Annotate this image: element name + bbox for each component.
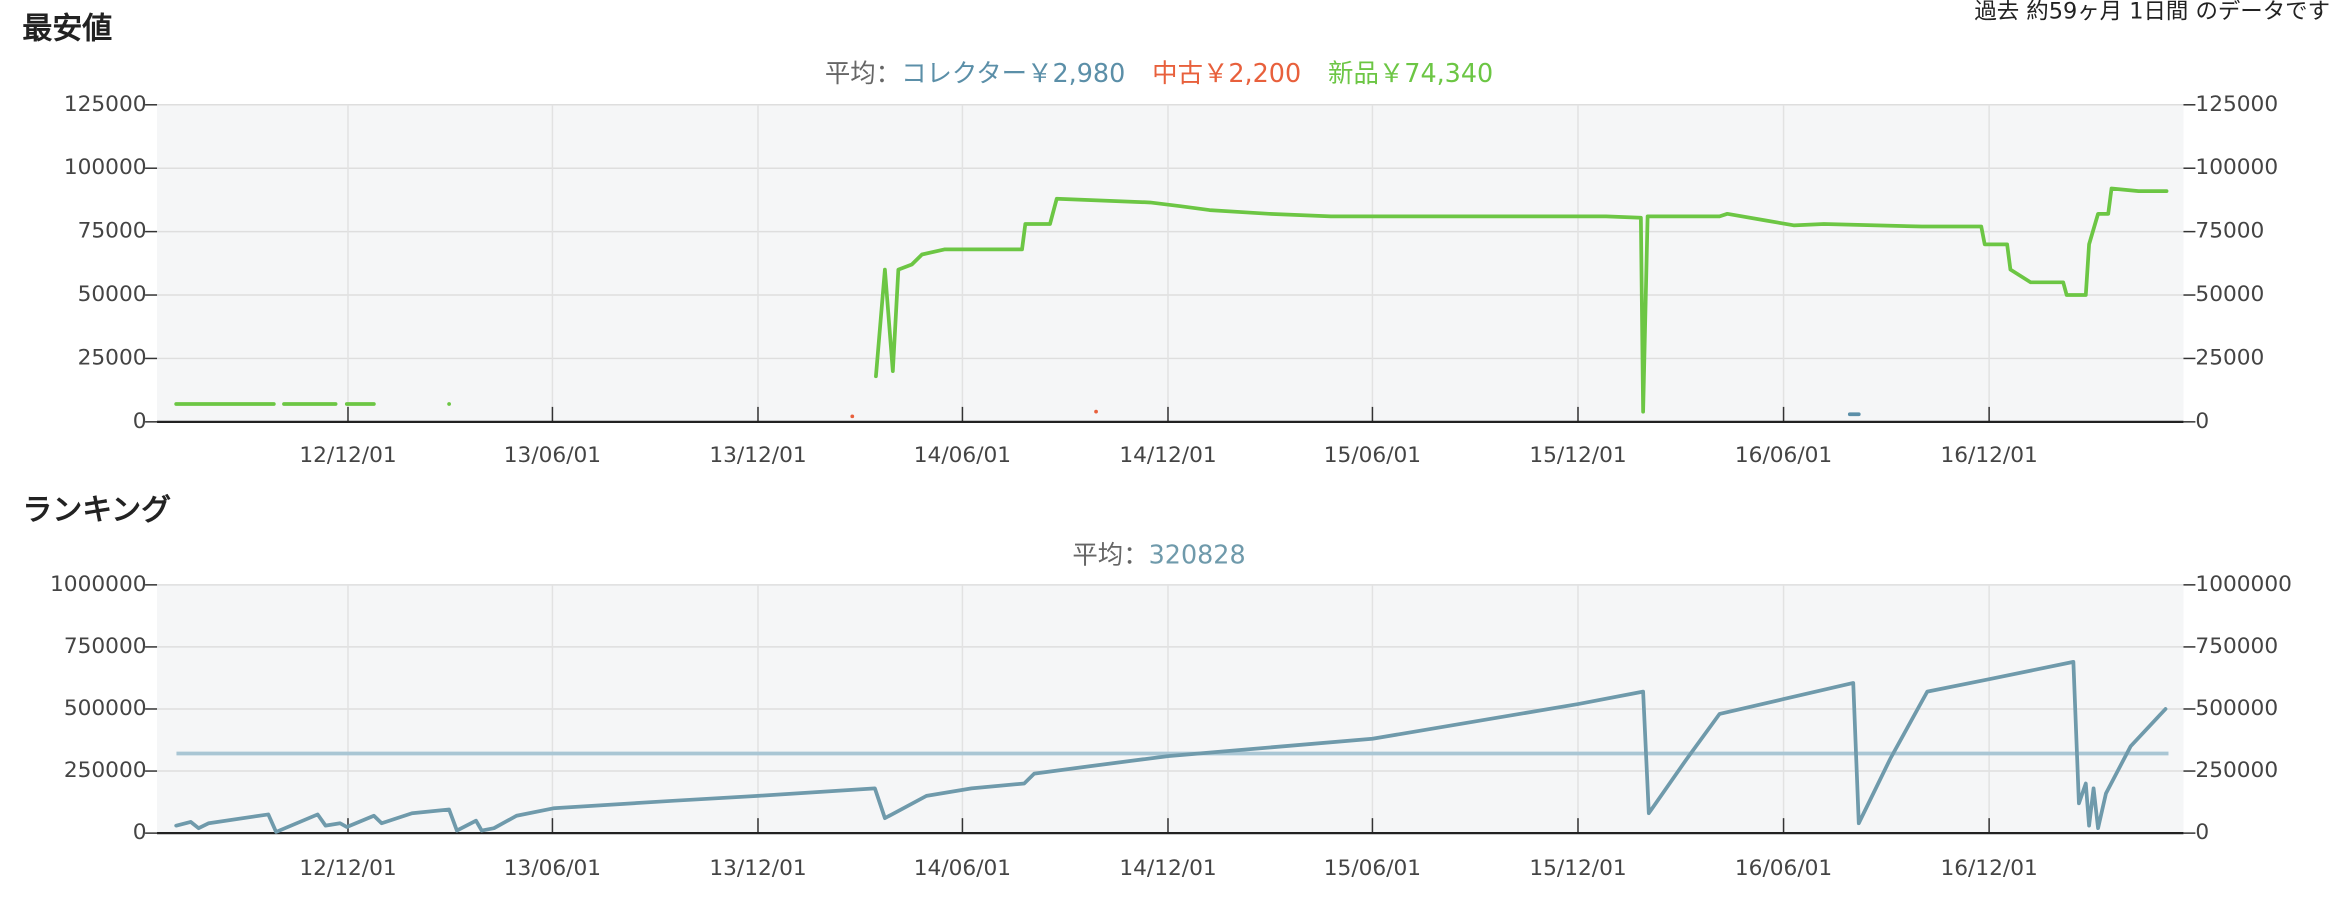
average-prefix: 平均：: [1072, 539, 1148, 569]
y2-tick-label: 75000: [2195, 219, 2264, 244]
series-line: [174, 186, 2169, 414]
x-tick-label: 14/06/01: [914, 856, 1011, 881]
x-tick-label: 16/06/01: [1735, 856, 1832, 881]
x-tick-label: 12/12/01: [299, 856, 396, 881]
y2-tick-label: 100000: [2195, 155, 2278, 180]
y-tick-label: 50000: [78, 282, 147, 307]
y2-tick-label: 1000000: [2195, 572, 2292, 597]
y2-tick-label: 750000: [2195, 634, 2278, 659]
x-tick-label: 14/12/01: [1119, 443, 1216, 468]
y-tick-label: 25000: [78, 345, 147, 370]
period-note: 過去 約59ヶ月 1日間 のデータです: [1974, 0, 2330, 25]
y-tick-label: 250000: [64, 758, 147, 783]
y2-tick-label: 50000: [2195, 282, 2264, 307]
y-tick-label: 0: [133, 820, 147, 845]
legend-name: 中古: [1152, 58, 1203, 88]
y2-tick-label: 0: [2195, 409, 2209, 434]
y2-tick-label: 500000: [2195, 696, 2278, 721]
y2-tick-label: 250000: [2195, 758, 2278, 783]
y-tick-label: 0: [133, 409, 147, 434]
y2-tick-label: 0: [2195, 820, 2209, 845]
x-tick-label: 14/06/01: [914, 443, 1011, 468]
legend-average: ￥74,340: [1379, 58, 1493, 88]
y-tick-label: 500000: [64, 696, 147, 721]
legend-name: コレクター: [901, 58, 1027, 88]
y2-tick-label: 25000: [2195, 345, 2264, 370]
legend: 平均：コレクター￥2,980 中古￥2,200 新品￥74,340: [825, 58, 1493, 88]
plot-area: [157, 104, 2184, 422]
x-tick-label: 13/06/01: [504, 856, 601, 881]
x-tick-label: 13/12/01: [709, 856, 806, 881]
legend-average: ￥2,200: [1203, 58, 1301, 88]
average-value: 320828: [1149, 539, 1246, 569]
series-line: [850, 409, 1098, 419]
x-tick-label: 13/06/01: [504, 443, 601, 468]
y-tick-label: 1000000: [50, 572, 147, 597]
x-tick-label: 15/12/01: [1529, 856, 1626, 881]
x-tick-label: 15/12/01: [1529, 443, 1626, 468]
y-tick-label: 100000: [64, 155, 147, 180]
x-tick-label: 12/12/01: [299, 443, 396, 468]
x-tick-label: 13/12/01: [709, 443, 806, 468]
average-prefix: 平均：: [825, 58, 901, 88]
x-tick-label: 16/12/01: [1940, 856, 2037, 881]
y-tick-label: 75000: [78, 219, 147, 244]
x-tick-label: 15/06/01: [1324, 856, 1421, 881]
chart-title: ランキング: [22, 493, 171, 528]
legend-average: ￥2,980: [1027, 58, 1125, 88]
y-tick-label: 750000: [64, 634, 147, 659]
y-tick-label: 125000: [64, 92, 147, 117]
legend-name: 新品: [1328, 58, 1379, 88]
y2-tick-label: 125000: [2195, 92, 2278, 117]
x-tick-label: 16/12/01: [1940, 443, 2037, 468]
series-line: [174, 660, 2168, 834]
x-tick-label: 15/06/01: [1324, 443, 1421, 468]
x-tick-label: 16/06/01: [1735, 443, 1832, 468]
x-tick-label: 14/12/01: [1119, 856, 1216, 881]
chart-title: 最安値: [22, 12, 112, 47]
legend: 平均：320828: [1072, 539, 1245, 569]
